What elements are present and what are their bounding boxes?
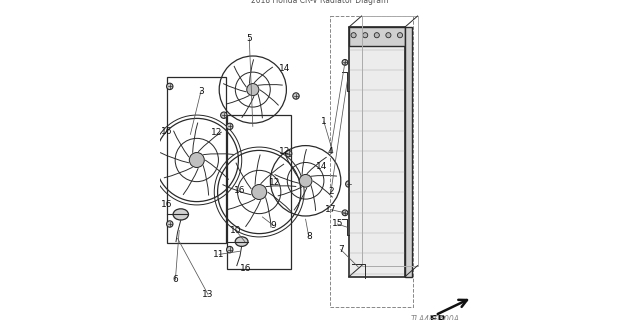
Bar [349, 27, 404, 46]
Text: 10: 10 [230, 226, 241, 235]
Ellipse shape [236, 237, 248, 246]
Text: 14: 14 [278, 64, 290, 73]
Text: 11: 11 [214, 250, 225, 259]
Circle shape [293, 93, 300, 99]
Text: 7: 7 [338, 245, 344, 254]
Text: 4: 4 [328, 148, 333, 156]
Text: 6: 6 [173, 276, 178, 284]
Text: 16: 16 [240, 264, 252, 273]
Bar [167, 77, 227, 243]
Text: 8: 8 [306, 232, 312, 241]
Text: 5: 5 [246, 34, 252, 43]
Circle shape [166, 83, 173, 90]
Circle shape [363, 33, 368, 38]
Text: 16: 16 [161, 200, 172, 209]
Text: 12: 12 [269, 178, 280, 187]
Circle shape [221, 112, 227, 118]
Circle shape [374, 33, 380, 38]
Circle shape [247, 84, 259, 96]
Bar [227, 115, 291, 269]
Text: 13: 13 [202, 290, 214, 299]
Text: 2018 Honda CR-V Radiator Diagram: 2018 Honda CR-V Radiator Diagram [252, 0, 388, 5]
Bar [349, 27, 404, 277]
Text: 14: 14 [316, 162, 327, 171]
Circle shape [227, 123, 233, 130]
Text: 12: 12 [211, 128, 223, 137]
Circle shape [227, 246, 233, 253]
Circle shape [397, 33, 403, 38]
Circle shape [386, 33, 391, 38]
Circle shape [342, 60, 348, 65]
Text: 17: 17 [325, 205, 336, 214]
Circle shape [346, 181, 352, 187]
Circle shape [351, 33, 356, 38]
Text: 15: 15 [332, 220, 343, 228]
Text: 12: 12 [279, 148, 291, 156]
Text: 3: 3 [198, 87, 204, 96]
Text: 16: 16 [161, 127, 172, 136]
Circle shape [285, 150, 292, 157]
Circle shape [342, 210, 348, 216]
Text: 1: 1 [321, 117, 326, 126]
Bar [404, 27, 412, 277]
Circle shape [300, 174, 312, 187]
Text: 2: 2 [328, 188, 333, 196]
Text: 16: 16 [234, 186, 246, 195]
Bar [330, 16, 413, 307]
Circle shape [252, 185, 267, 199]
Circle shape [189, 153, 204, 167]
Text: 9: 9 [271, 221, 276, 230]
Text: FR.: FR. [430, 315, 451, 320]
Ellipse shape [173, 209, 189, 220]
Text: TLA4B0500A: TLA4B0500A [411, 315, 460, 320]
Circle shape [166, 221, 173, 227]
